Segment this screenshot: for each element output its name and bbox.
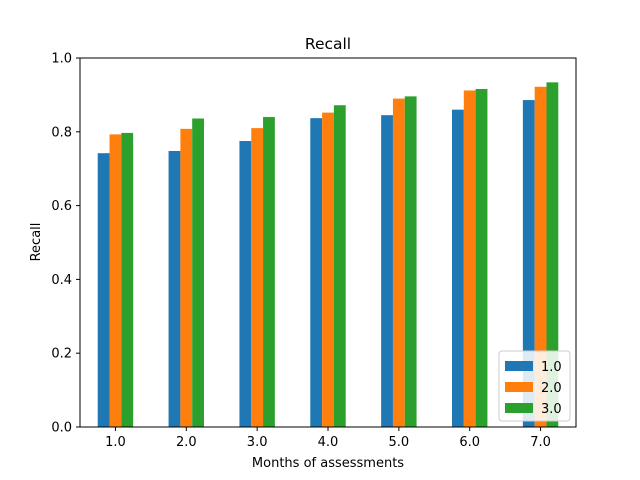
legend-label-1.0: 1.0: [541, 360, 562, 375]
x-tick-label: 7.0: [530, 435, 551, 450]
bar-series-3.0-cat-3.0: [263, 117, 275, 427]
chart-title: Recall: [305, 35, 351, 53]
bar-series-3.0-cat-4.0: [333, 105, 346, 427]
x-tick-label: 5.0: [389, 435, 410, 450]
bar-series-3.0-cat-7.0: [546, 82, 559, 427]
x-axis: 1.0 2.0 3.0 4.0 5.0 6.0 7.0: [105, 427, 551, 450]
y-tick-label: 0.0: [51, 421, 72, 436]
y-axis: 0.0 0.2 0.4 0.6 0.8 1.0: [51, 52, 80, 436]
bar-series-3.0-cat-1.0: [121, 132, 134, 427]
bar-series-2.0-cat-5.0: [392, 98, 405, 427]
bar-series-2.0-cat-1.0: [109, 134, 122, 427]
bar-series-2.0-cat-6.0: [463, 90, 476, 427]
legend: 1.0 2.0 3.0: [498, 350, 571, 422]
x-axis-label: Months of assessments: [252, 456, 404, 471]
legend-swatch-2.0: [505, 382, 533, 392]
y-tick-label: 0.6: [51, 199, 72, 214]
bar-series-1.0-cat-7.0: [522, 100, 535, 427]
x-tick-label: 2.0: [176, 435, 197, 450]
x-tick-label: 4.0: [318, 435, 339, 450]
bar-series-1.0-cat-2.0: [168, 150, 181, 428]
bar-series-2.0-cat-3.0: [251, 128, 264, 428]
y-tick-label: 0.8: [51, 125, 72, 140]
bar-series-1.0-cat-4.0: [310, 118, 323, 428]
y-tick-label: 0.2: [51, 347, 72, 362]
x-tick-label: 6.0: [459, 435, 480, 450]
bar-series-2.0-cat-4.0: [322, 112, 334, 428]
y-axis-label: Recall: [29, 223, 44, 262]
bar-series-2.0-cat-2.0: [180, 128, 193, 427]
y-tick-label: 1.0: [51, 52, 72, 67]
legend-label-3.0: 3.0: [541, 402, 562, 417]
legend-swatch-1.0: [505, 361, 533, 371]
legend-label-2.0: 2.0: [541, 381, 562, 396]
bar-series-3.0-cat-6.0: [475, 89, 488, 427]
legend-swatch-3.0: [505, 403, 533, 413]
x-tick-label: 1.0: [105, 435, 126, 450]
bar-series-1.0-cat-6.0: [452, 109, 464, 427]
bar-series-2.0-cat-7.0: [534, 86, 547, 427]
y-tick-label: 0.4: [51, 273, 72, 288]
bars-group: [97, 82, 559, 428]
bar-series-1.0-cat-5.0: [381, 115, 393, 427]
bar-series-1.0-cat-3.0: [239, 141, 252, 427]
bar-series-1.0-cat-1.0: [97, 153, 110, 427]
x-tick-label: 3.0: [247, 435, 268, 450]
bar-series-3.0-cat-2.0: [192, 118, 204, 428]
bar-series-3.0-cat-5.0: [404, 96, 417, 427]
